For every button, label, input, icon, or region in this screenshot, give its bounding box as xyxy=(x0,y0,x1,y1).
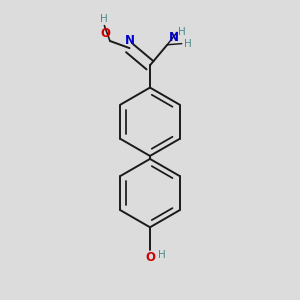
Text: H: H xyxy=(184,39,191,49)
Text: H: H xyxy=(158,250,166,260)
Text: O: O xyxy=(145,251,155,264)
Text: H: H xyxy=(100,14,108,24)
Text: O: O xyxy=(100,27,111,40)
Text: N: N xyxy=(124,34,134,47)
Text: N: N xyxy=(169,31,179,44)
Text: H: H xyxy=(178,27,186,37)
